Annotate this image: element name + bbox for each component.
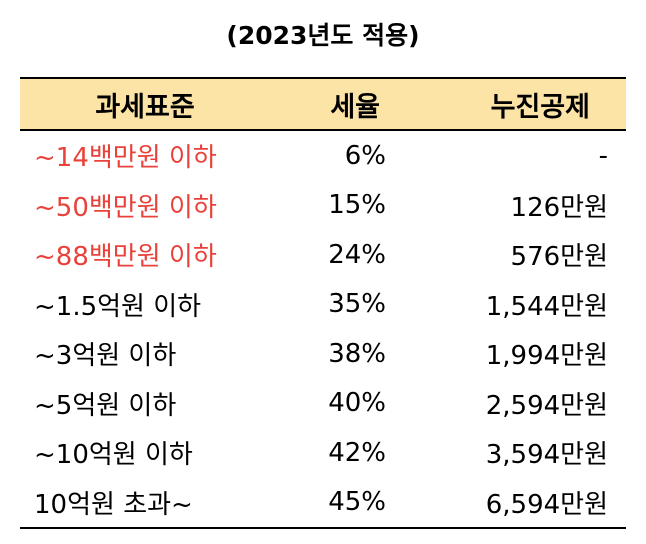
tax-rate-cell: 24% <box>328 239 386 270</box>
tax-base-cell: ~50백만원 이하 <box>34 192 217 223</box>
table-row: ~1.5억원 이하 35% 1,544만원 <box>20 280 626 330</box>
deduction-cell: 2,594만원 <box>485 390 608 421</box>
table-row: ~10억원 이하 42% 3,594만원 <box>20 428 626 478</box>
header-tax-rate: 세율 <box>270 77 400 131</box>
table-row: 10억원 초과~ 45% 6,594만원 <box>20 477 626 529</box>
table-row: ~50백만원 이하 15% 126만원 <box>20 181 626 231</box>
tax-rate-cell: 6% <box>344 140 386 171</box>
tax-rate-cell: 40% <box>328 388 386 419</box>
tax-base-cell: ~5억원 이하 <box>34 390 177 421</box>
deduction-cell: 1,544만원 <box>485 291 608 322</box>
tax-rate-cell: 15% <box>328 190 386 221</box>
deduction-cell: 126만원 <box>510 192 608 223</box>
deduction-cell: 6,594만원 <box>400 477 626 529</box>
tax-base-cell: ~10억원 이하 <box>34 440 193 471</box>
tax-rate-cell: 45% <box>270 477 400 529</box>
tax-rate-cell: 42% <box>328 437 386 468</box>
table-row: ~5억원 이하 40% 2,594만원 <box>20 379 626 429</box>
table-row: ~3억원 이하 38% 1,994만원 <box>20 329 626 379</box>
deduction-cell: 3,594만원 <box>485 440 608 471</box>
tax-base-cell: ~88백만원 이하 <box>34 242 217 273</box>
header-tax-base: 과세표준 <box>20 77 270 131</box>
tax-base-cell: 10억원 초과~ <box>20 477 270 529</box>
tax-rate-table: 과세표준 세율 누진공제 ~14백만원 이하 6% - ~50백만원 이하 15… <box>20 77 626 529</box>
table-row: ~14백만원 이하 6% - <box>20 130 626 181</box>
tax-rate-cell: 35% <box>328 289 386 320</box>
table-row: ~88백만원 이하 24% 576만원 <box>20 230 626 280</box>
table-header-row: 과세표준 세율 누진공제 <box>20 77 626 131</box>
deduction-cell: 1,994만원 <box>485 341 608 372</box>
tax-base-cell: ~1.5억원 이하 <box>34 291 202 322</box>
deduction-cell: - <box>598 140 608 171</box>
header-progressive-deduction: 누진공제 <box>400 77 626 131</box>
tax-base-cell: ~14백만원 이하 <box>34 143 217 174</box>
deduction-cell: 576만원 <box>510 242 608 273</box>
tax-rate-cell: 38% <box>328 338 386 369</box>
tax-base-cell: ~3억원 이하 <box>34 341 177 372</box>
page-title: (2023년도 적용) <box>226 21 420 50</box>
